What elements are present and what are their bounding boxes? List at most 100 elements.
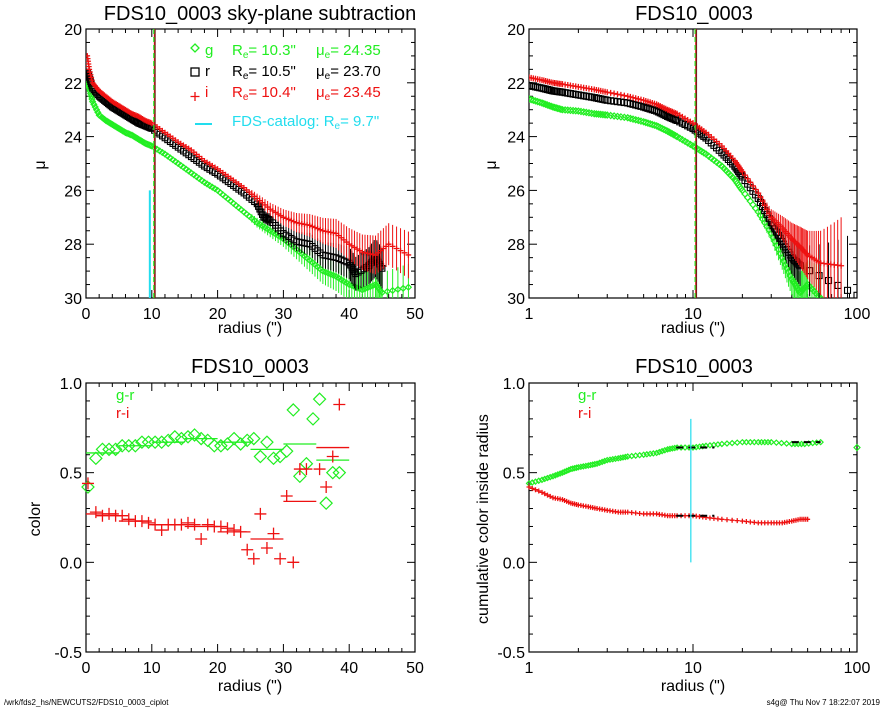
data-point-diamond <box>574 107 583 115</box>
data-point-diamond <box>115 438 130 453</box>
data-point-plus <box>116 509 129 522</box>
data-point-diamond <box>593 460 601 468</box>
data-point-diamond <box>749 200 757 209</box>
data-point-diamond <box>200 433 215 448</box>
footer-timestamp: s4g@ Thu Nov 7 18:22:07 2019 <box>767 698 881 707</box>
y-tick-label: -0.5 <box>497 645 525 662</box>
data-point-diamond <box>246 431 261 446</box>
y-tick-label: 0.5 <box>60 466 82 483</box>
diamond-icon <box>190 43 200 53</box>
data-point-plus <box>221 522 234 535</box>
legend-entry-i: i Re= 10.4" μe= 23.45 <box>190 84 381 103</box>
data-point-plus <box>397 247 404 254</box>
x-tick-label: 1 <box>525 660 534 677</box>
y-axis-label: μ <box>483 160 500 169</box>
data-point-diamond <box>569 106 577 115</box>
data-point-diamond <box>654 122 663 131</box>
data-point-plus <box>805 516 811 522</box>
y-tick-label: -0.5 <box>54 645 82 662</box>
data-point-plus <box>544 492 550 498</box>
svg-text:Re= 10.3": Re= 10.3" <box>232 42 296 61</box>
square-icon <box>190 67 200 77</box>
data-point-diamond <box>661 446 669 454</box>
data-point-diamond <box>220 437 235 451</box>
data-point-plus <box>280 214 287 221</box>
plot-area <box>86 29 413 298</box>
data-point-plus <box>195 533 208 546</box>
x-tick-label: 0 <box>82 306 91 323</box>
svg-text:i: i <box>205 84 208 101</box>
plot-area <box>529 29 857 298</box>
data-point-plus <box>234 525 247 538</box>
data-point-plus <box>188 518 201 531</box>
data-point-diamond <box>601 111 609 119</box>
data-point-diamond <box>577 107 585 116</box>
data-point-plus <box>135 515 148 528</box>
y-tick-label: 30 <box>64 291 82 308</box>
data-point-diamond <box>181 429 195 444</box>
data-point-diamond <box>646 119 654 128</box>
x-tick-label: 50 <box>406 306 424 323</box>
data-point-diamond <box>187 428 202 442</box>
x-tick-label: 10 <box>684 660 702 677</box>
y-tick-label: 20 <box>507 22 525 39</box>
data-point-plus <box>604 89 611 96</box>
data-point-diamond <box>273 449 287 464</box>
data-point-square <box>722 153 730 161</box>
plot-frame <box>85 382 416 653</box>
y-tick-label: 24 <box>507 130 525 147</box>
plus-icon <box>190 92 200 101</box>
data-point-diamond <box>108 442 123 457</box>
data-point-plus <box>254 507 267 520</box>
data-point-plus <box>734 518 740 524</box>
y-tick-label: 0.0 <box>503 555 525 572</box>
data-point-diamond <box>587 109 596 118</box>
data-point-diamond <box>571 106 580 115</box>
data-point-plus <box>89 506 102 519</box>
data-point-diamond <box>174 431 189 446</box>
data-point-plus <box>306 222 313 229</box>
data-point-diamond <box>653 449 660 457</box>
data-point-plus <box>122 513 135 526</box>
data-point-diamond <box>95 442 110 457</box>
x-tick-label: 10 <box>143 306 161 323</box>
data-point-plus <box>724 517 730 523</box>
x-tick-label: 10 <box>143 660 161 677</box>
data-point-diamond <box>746 197 755 206</box>
data-point-diamond <box>529 95 533 103</box>
data-point-diamond <box>325 465 340 480</box>
y-tick-label: 26 <box>507 183 525 200</box>
data-point-diamond <box>596 459 603 467</box>
data-point-diamond <box>728 439 736 447</box>
panel-title: FDS10_0003 sky-plane subtraction <box>104 3 416 25</box>
data-point-plus <box>300 463 313 476</box>
data-point-plus <box>729 517 735 523</box>
data-point-diamond <box>81 480 95 494</box>
data-point-diamond <box>541 475 549 483</box>
legend-entry-r: r Re= 10.5" μe= 23.70 <box>190 63 381 82</box>
data-point-plus <box>175 518 188 531</box>
data-point-diamond <box>549 472 557 480</box>
data-point-plus <box>320 481 333 494</box>
data-point-diamond <box>87 92 95 100</box>
data-point-diamond <box>306 412 320 426</box>
data-point-plus <box>385 241 392 247</box>
svg-text:r: r <box>205 63 210 80</box>
data-point-diamond <box>358 286 367 294</box>
data-point-diamond <box>535 98 544 107</box>
panel-title: FDS10_0003 <box>635 3 753 25</box>
x-tick-label: 100 <box>844 306 871 323</box>
data-point-diamond <box>612 455 619 463</box>
data-point-plus <box>103 507 116 520</box>
data-point-diamond <box>656 448 663 456</box>
data-point-plus <box>155 524 168 537</box>
data-point-plus <box>201 518 214 531</box>
data-point-plus <box>326 450 339 463</box>
data-point-diamond <box>622 453 629 461</box>
data-point-plus <box>747 179 754 186</box>
panel-title: FDS10_0003 <box>635 356 753 378</box>
data-point-diamond <box>661 126 670 135</box>
data-point-square <box>843 286 852 294</box>
data-point-diamond <box>723 440 731 447</box>
y-tick-label: 1.0 <box>503 376 525 393</box>
